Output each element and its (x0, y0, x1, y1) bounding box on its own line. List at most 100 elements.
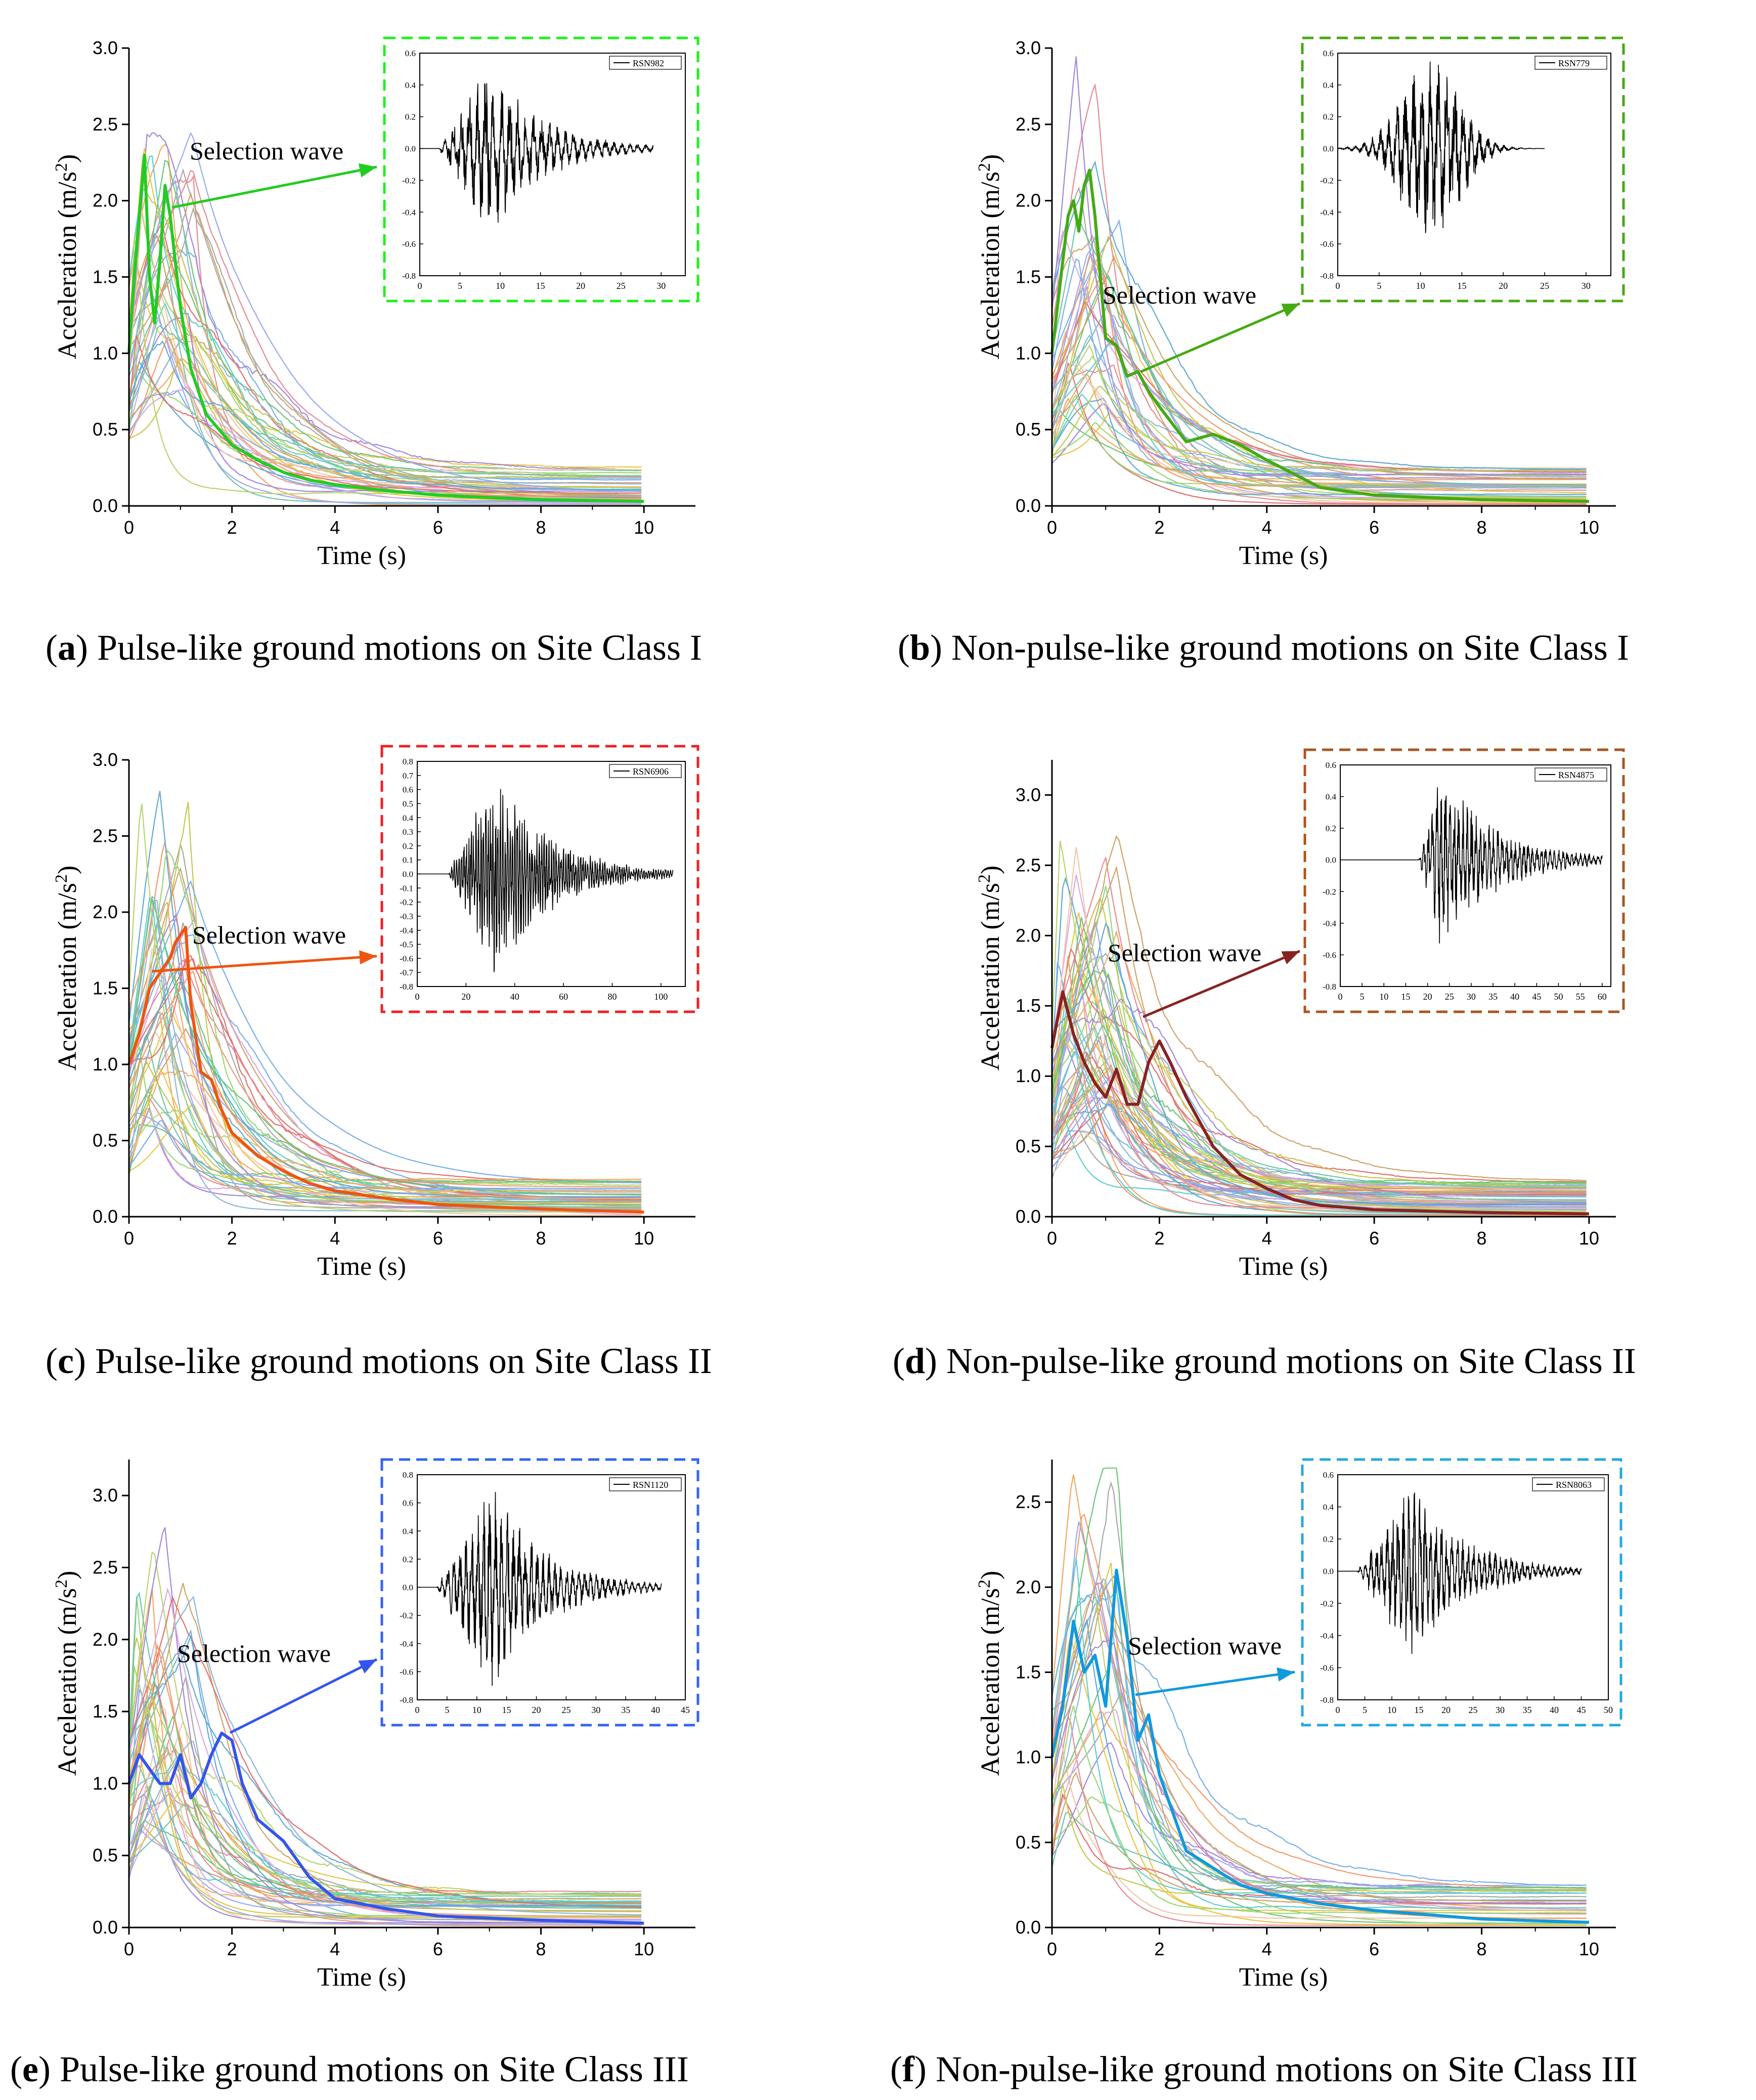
x-tick-label: 8 (536, 1228, 546, 1249)
x-tick-label: 8 (536, 517, 546, 538)
y-tick-label: 0.0 (1016, 495, 1041, 516)
inset-dashed-border (1303, 748, 1625, 1013)
x-tick-label: 0 (124, 1939, 134, 1959)
x-tick-label: 6 (1369, 1939, 1379, 1959)
inset-y-tick-label: -0.2 (402, 176, 416, 185)
spectrum-curve (1051, 1467, 1587, 1890)
x-tick-label: 4 (1262, 1939, 1272, 1959)
inset-y-tick-label: 0.0 (405, 144, 416, 154)
inset-y-tick-label: -0.8 (402, 271, 416, 281)
panel-e: 0 2 4 6 8 10 0.0 0.5 1.0 1.5 2.0 2.5 3.0 Time (s) Acce… (52, 1458, 699, 1992)
annotation-arrow-head (1281, 304, 1300, 317)
spectrum-curve (1051, 930, 1587, 1204)
caption-f: (f) Non-pulse-like ground motions on Sit… (890, 2049, 1638, 2089)
inset-x-tick-label: 15 (1415, 1705, 1424, 1715)
caption-e: (e) Pulse-like ground motions on Site Cl… (10, 2049, 689, 2089)
inset-y-tick-label: -0.4 (400, 1639, 413, 1649)
inset-y-tick-label: 0.0 (1323, 144, 1334, 154)
spectrum-curve (1051, 1103, 1587, 1216)
panel-b: 0 2 4 6 8 10 0.0 0.5 1.0 1.5 2.0 2.5 3.0 Time (s) Acce… (975, 36, 1625, 570)
inset-x-tick-label: 0 (415, 992, 420, 1002)
inset-x-tick-label: 30 (591, 1705, 600, 1715)
inset-y-tick-label: -0.6 (402, 239, 416, 249)
x-tick-label: 10 (1579, 1939, 1599, 1959)
spectrum-curve (128, 335, 642, 494)
spectrum-curve (128, 1688, 642, 1907)
y-tick-label: 3.0 (1016, 784, 1041, 805)
inset-y-tick-label: 0.6 (1323, 1470, 1334, 1480)
spectrum-curve (128, 313, 642, 492)
inset-waveform (420, 83, 654, 223)
inset-x-tick-label: 35 (1488, 992, 1498, 1002)
inset-y-tick-label: 0.4 (1323, 80, 1334, 90)
inset-y-tick-label: -0.4 (402, 207, 416, 217)
spectrum-curve (128, 340, 642, 491)
x-tick-label: 0 (1047, 1228, 1057, 1249)
inset-x-tick-label: 30 (1582, 281, 1591, 291)
x-tick-label: 10 (1579, 1228, 1599, 1249)
spectrum-curve (1051, 1639, 1587, 1904)
annotation-arrow-head (1277, 1667, 1295, 1682)
y-tick-label: 2.5 (93, 826, 118, 846)
annotation-arrow-head (1281, 951, 1300, 965)
y-tick-label: 2.0 (1016, 1576, 1041, 1597)
inset-x-tick-label: 10 (496, 281, 505, 291)
inset-y-tick-label: 0.6 (405, 49, 416, 58)
inset-y-tick-label: 0.2 (405, 112, 416, 122)
spectrum-curve (128, 184, 642, 488)
y-tick-label: 0.0 (93, 1206, 118, 1227)
annotation-arrow-head (358, 163, 377, 178)
selected-series-line (127, 1731, 644, 1925)
y-tick-label: 1.5 (1016, 267, 1041, 287)
spectrum-curve (128, 209, 642, 472)
caption-c: (c) Pulse-like ground motions on Site Cl… (46, 1341, 712, 1381)
x-axis-label: Time (s) (1239, 1963, 1328, 1992)
inset-x-tick-label: 20 (1499, 281, 1508, 291)
inset-legend-label: RSN779 (1558, 58, 1590, 68)
inset-plot-frame (1340, 764, 1611, 987)
inset-x-tick-label: 60 (1598, 992, 1607, 1002)
y-tick-label: 3.0 (1016, 37, 1041, 58)
inset-y-tick-label: -0.3 (400, 912, 413, 921)
y-tick-label: 1.0 (93, 1054, 118, 1075)
y-tick-label: 2.5 (93, 1557, 118, 1577)
spectrum-curve (1051, 1742, 1587, 1889)
inset-waveform (1337, 61, 1545, 233)
inset-x-tick-label: 50 (1604, 1705, 1613, 1715)
y-axis-label: Acceleration (m/s2) (975, 154, 1005, 359)
inset-y-tick-label: -0.8 (400, 982, 413, 992)
inset-x-tick-label: 25 (1540, 281, 1549, 291)
inset-y-tick-label: 0.4 (403, 1526, 414, 1536)
inset-y-tick-label: 0.0 (403, 870, 413, 879)
spectrum-curve (128, 948, 642, 1216)
spectrum-curve (128, 132, 642, 492)
spectrum-curve (128, 803, 642, 1213)
spectrum-curve (1051, 1557, 1587, 1895)
inset-y-tick-label: 0.3 (403, 827, 413, 837)
y-axis-label: Acceleration (m/s2) (975, 1571, 1005, 1776)
spectrum-curve (1051, 1086, 1587, 1197)
inset-legend-label: RSN6906 (633, 766, 669, 777)
inset-b: 0 5 10 15 20 25 30 -0.8 -0.6 -0.4 -0.2 0.0 0.2 0.4 0.6… (1301, 36, 1625, 303)
selection-wave-annotation: Selection wave (1128, 1632, 1282, 1660)
inset-legend-box (609, 764, 682, 778)
y-tick-label: 2.0 (1016, 190, 1041, 211)
spectrum-curve (1051, 286, 1587, 477)
inset-x-tick-label: 0 (415, 1705, 420, 1715)
spectrum-curve (128, 1596, 642, 1908)
inset-legend-label: RSN1120 (633, 1480, 668, 1490)
annotation-arrow-head (359, 950, 377, 965)
inset-x-tick-label: 50 (1554, 992, 1563, 1002)
selected-series-line (1050, 990, 1589, 1216)
inset-y-tick-label: -0.2 (400, 897, 413, 907)
inset-x-tick-label: 20 (1441, 1705, 1451, 1715)
inset-y-tick-label: -0.2 (1323, 887, 1336, 896)
inset-y-tick-label: -0.8 (400, 1695, 413, 1705)
y-tick-label: 0.5 (1016, 1136, 1041, 1156)
inset-x-tick-label: 5 (1363, 1705, 1367, 1715)
inset-legend-label: RSN982 (633, 58, 664, 68)
y-tick-label: 3.0 (93, 749, 118, 770)
spectrum-curve (1051, 1811, 1587, 1891)
x-tick-label: 4 (330, 517, 340, 538)
inset-waveform (417, 1491, 662, 1686)
